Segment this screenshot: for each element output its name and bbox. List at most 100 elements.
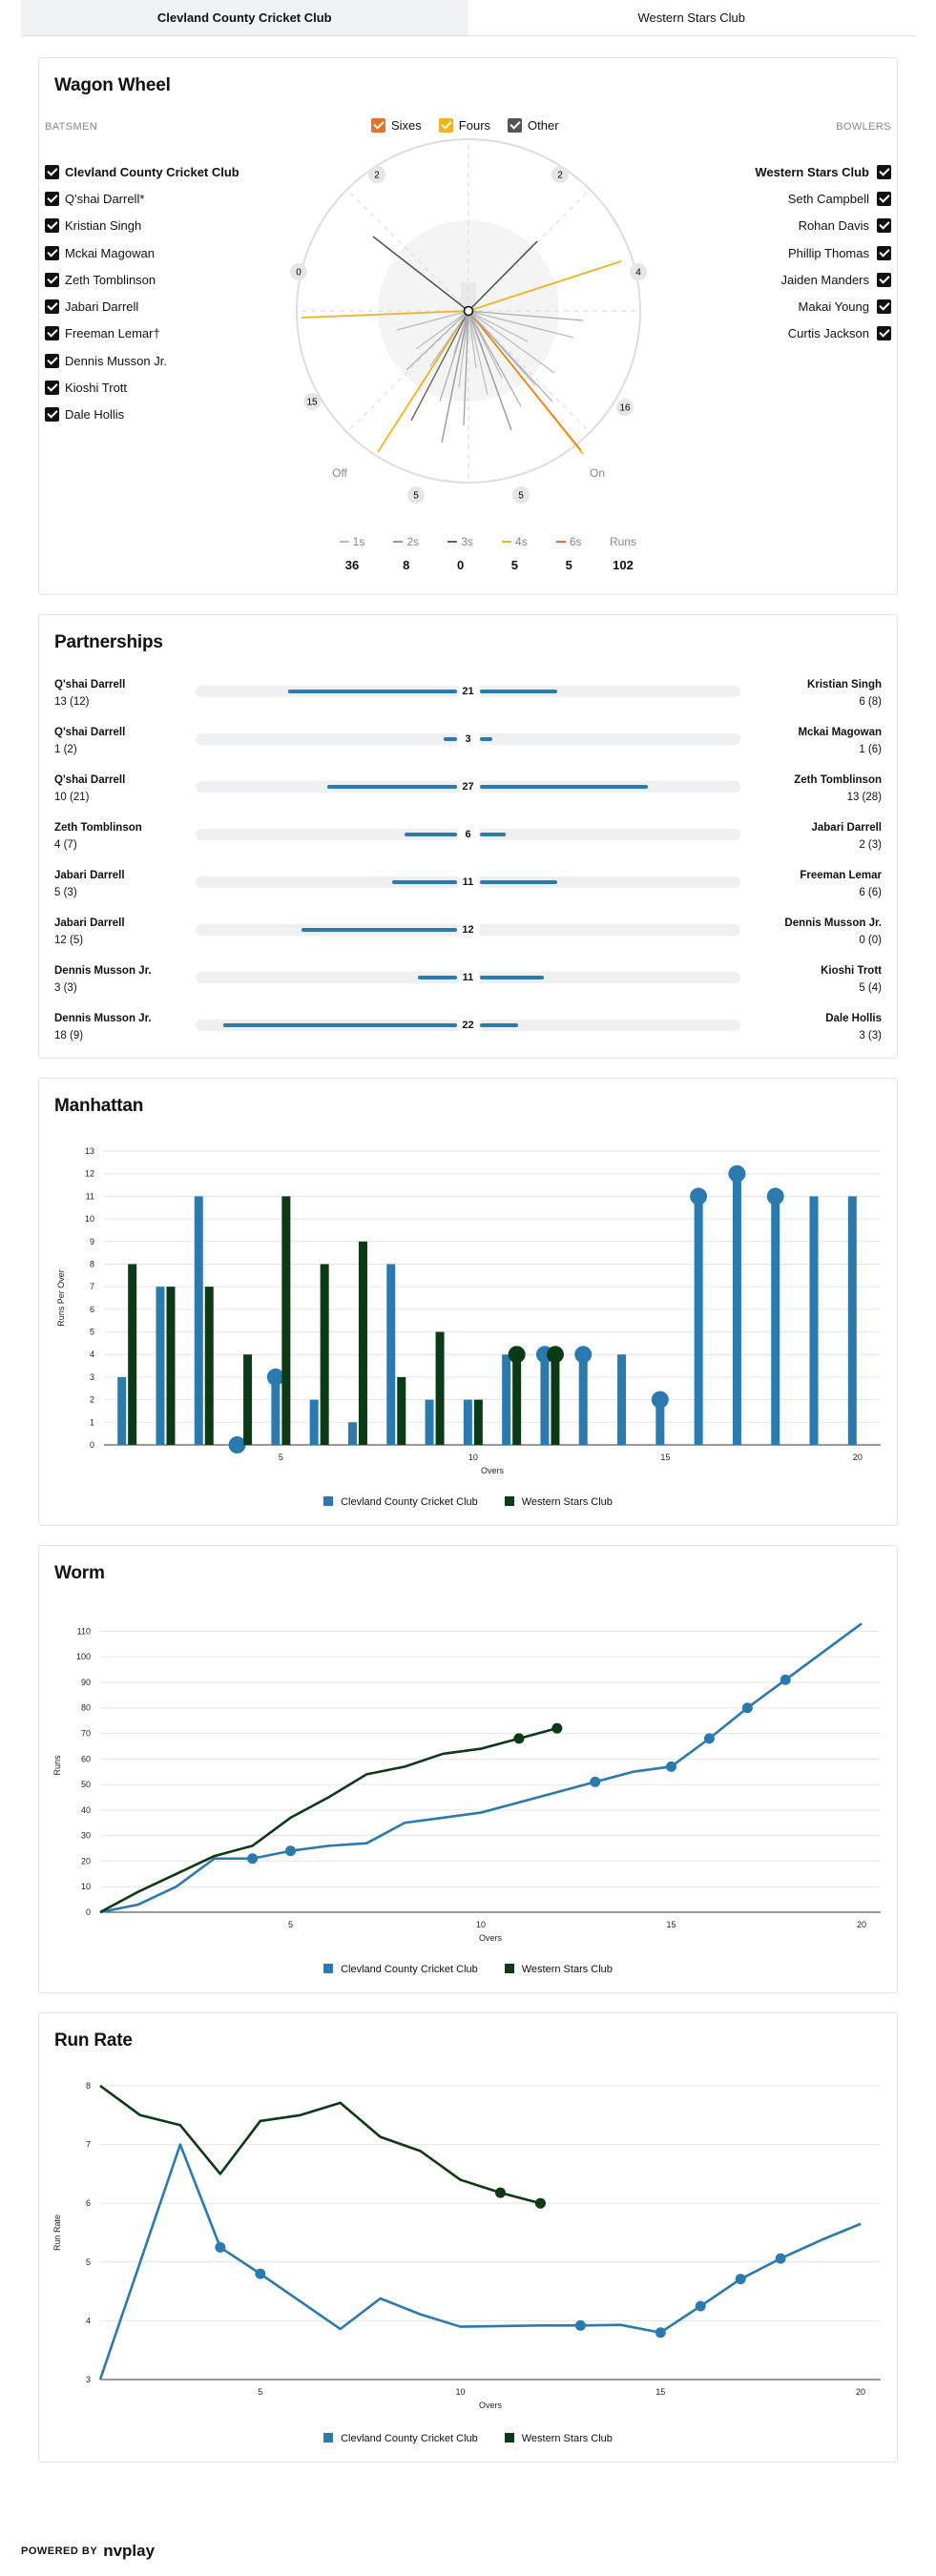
y-tick-label: 60 — [81, 1754, 91, 1763]
right-batsman-name: Freeman Lemar — [800, 870, 882, 881]
right-batsman-score: 0 (0) — [859, 935, 882, 946]
left-bar — [223, 1023, 457, 1027]
zone-labels: 2 2 0 4 15 16 5 5 Off On — [290, 166, 647, 504]
bowler-name: Jaiden Manders — [780, 272, 870, 287]
batsman-toggle[interactable]: Q'shai Darrell* — [45, 185, 239, 212]
shot-line — [468, 310, 484, 350]
sixes-toggle[interactable]: Sixes — [371, 118, 422, 133]
bowler-toggle[interactable]: Makai Young — [755, 293, 891, 319]
runs-value: 8 — [403, 558, 410, 572]
partnership-track: 11 — [196, 966, 740, 989]
y-tick-label: 7 — [90, 1282, 94, 1291]
batting-team-toggle[interactable]: Clevland County Cricket Club — [45, 158, 239, 185]
off-label: Off — [332, 466, 347, 480]
batsman-toggle[interactable]: Jabari Darrell — [45, 293, 239, 319]
partnership-row: Dennis Musson Jr. 18 (9) 22 Dale Hollis … — [54, 1010, 882, 1058]
left-batsman-name: Zeth Tomblinson — [54, 822, 142, 834]
batsmen-label: BATSMEN — [45, 121, 98, 133]
checkbox-icon — [45, 272, 59, 287]
wicket-marker — [508, 1346, 526, 1364]
bowler-toggle[interactable]: Phillip Thomas — [755, 239, 891, 266]
batsman-toggle[interactable]: Mckai Magowan — [45, 239, 239, 266]
bar — [551, 1354, 560, 1445]
batsman-name: Freeman Lemar† — [65, 326, 160, 341]
wicket-marker — [574, 2319, 586, 2331]
y-tick-label: 12 — [85, 1169, 94, 1179]
legend-item-home[interactable]: Clevland County Cricket Club — [323, 1964, 478, 1975]
right-bar — [479, 785, 648, 789]
left-bar — [405, 833, 457, 836]
shot-line — [429, 310, 469, 367]
legend-swatch-icon — [323, 1964, 334, 1973]
zone-label: 2 — [374, 171, 380, 181]
runs-4s: 4s 5 — [488, 535, 541, 572]
legend-item-home[interactable]: Clevland County Cricket Club — [323, 2433, 478, 2444]
right-batsman-name: Mckai Magowan — [798, 727, 882, 738]
left-batsman-score: 5 (3) — [54, 887, 77, 898]
bowling-team-toggle[interactable]: Western Stars Club — [755, 158, 891, 185]
batsman-name: Kristian Singh — [65, 218, 142, 234]
partnership-total: 22 — [456, 1014, 480, 1037]
left-bar — [301, 928, 457, 932]
bar — [771, 1196, 780, 1445]
series-line — [98, 2143, 862, 2380]
batsman-toggle[interactable]: Freeman Lemar† — [45, 320, 239, 347]
wicket-marker — [703, 1733, 715, 1744]
wicket-marker — [590, 1776, 601, 1787]
shot-line — [406, 310, 469, 371]
tab-home-team[interactable]: Clevland County Cricket Club — [21, 0, 468, 35]
legend-label: Clevland County Cricket Club — [341, 1496, 478, 1508]
bar — [386, 1264, 396, 1445]
fours-toggle[interactable]: Fours — [438, 118, 490, 133]
partnership-track: 27 — [196, 775, 740, 798]
batsman-toggle[interactable]: Dennis Musson Jr. — [45, 347, 239, 374]
y-tick-label: 8 — [86, 2081, 91, 2091]
checkbox-icon — [877, 326, 891, 341]
batsman-toggle[interactable]: Dale Hollis — [45, 402, 239, 428]
bowler-toggle[interactable]: Seth Campbell — [755, 185, 891, 212]
x-tick-label: 20 — [857, 1920, 866, 1929]
partnership-left: Q'shai Darrell 13 (12) — [54, 676, 125, 711]
sixes-label: Sixes — [391, 118, 422, 133]
bowler-toggle[interactable]: Rohan Davis — [755, 213, 891, 239]
y-tick-label: 11 — [86, 1191, 94, 1201]
shot-line — [468, 310, 522, 407]
right-batsman-score: 13 (28) — [846, 792, 882, 803]
partnership-total: 12 — [456, 918, 480, 941]
legend-item-home[interactable]: Clevland County Cricket Club — [323, 1496, 478, 1508]
batsman-toggle[interactable]: Kristian Singh — [45, 213, 239, 239]
y-axis-label: Runs — [52, 1755, 62, 1776]
legend-item-away[interactable]: Western Stars Club — [504, 1964, 613, 1975]
tab-away-team[interactable]: Western Stars Club — [637, 10, 745, 25]
right-bar — [479, 833, 506, 836]
batsman-name: Jabari Darrell — [65, 299, 139, 315]
bar — [204, 1287, 214, 1445]
bowler-toggle[interactable]: Jaiden Manders — [755, 266, 891, 293]
bowler-toggle[interactable]: Curtis Jackson — [755, 320, 891, 347]
x-axis-label: Overs — [481, 1466, 505, 1475]
y-tick-label: 10 — [81, 1882, 91, 1891]
shot-line — [468, 310, 489, 396]
legend-swatch-icon — [504, 2433, 514, 2442]
legend-label: Western Stars Club — [521, 2433, 613, 2444]
legend-item-away[interactable]: Western Stars Club — [504, 2433, 613, 2444]
right-batsman-name: Zeth Tomblinson — [794, 774, 882, 786]
shot-line — [372, 236, 469, 312]
right-batsman-score: 2 (3) — [859, 839, 882, 851]
partnerships-card: Partnerships Q'shai Darrell 13 (12) 21 K… — [38, 614, 898, 1059]
zone-label: 15 — [306, 398, 318, 408]
brand-logo[interactable]: nvplay — [103, 2542, 156, 2560]
other-toggle[interactable]: Other — [508, 118, 559, 133]
batsman-toggle[interactable]: Zeth Tomblinson — [45, 266, 239, 293]
batsman-toggle[interactable]: Kioshi Trott — [45, 374, 239, 401]
left-batsman-name: Jabari Darrell — [54, 870, 125, 881]
y-tick-label: 8 — [90, 1259, 94, 1268]
bar — [194, 1196, 203, 1445]
x-tick-label: 10 — [456, 2387, 466, 2397]
y-tick-label: 2 — [90, 1395, 94, 1405]
y-tick-label: 4 — [90, 1350, 94, 1359]
right-bar — [479, 880, 557, 884]
bowler-name: Rohan Davis — [798, 218, 869, 234]
legend-item-away[interactable]: Western Stars Club — [504, 1496, 613, 1508]
